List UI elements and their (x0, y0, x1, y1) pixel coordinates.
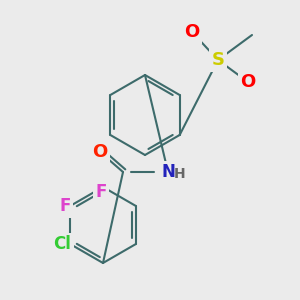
Text: S: S (212, 51, 224, 69)
Text: O: O (184, 23, 200, 41)
Text: H: H (174, 167, 186, 181)
Text: N: N (161, 163, 175, 181)
Text: Cl: Cl (53, 235, 71, 253)
Text: F: F (95, 183, 107, 201)
Text: O: O (92, 143, 108, 161)
Text: O: O (240, 73, 256, 91)
Text: F: F (59, 197, 71, 215)
